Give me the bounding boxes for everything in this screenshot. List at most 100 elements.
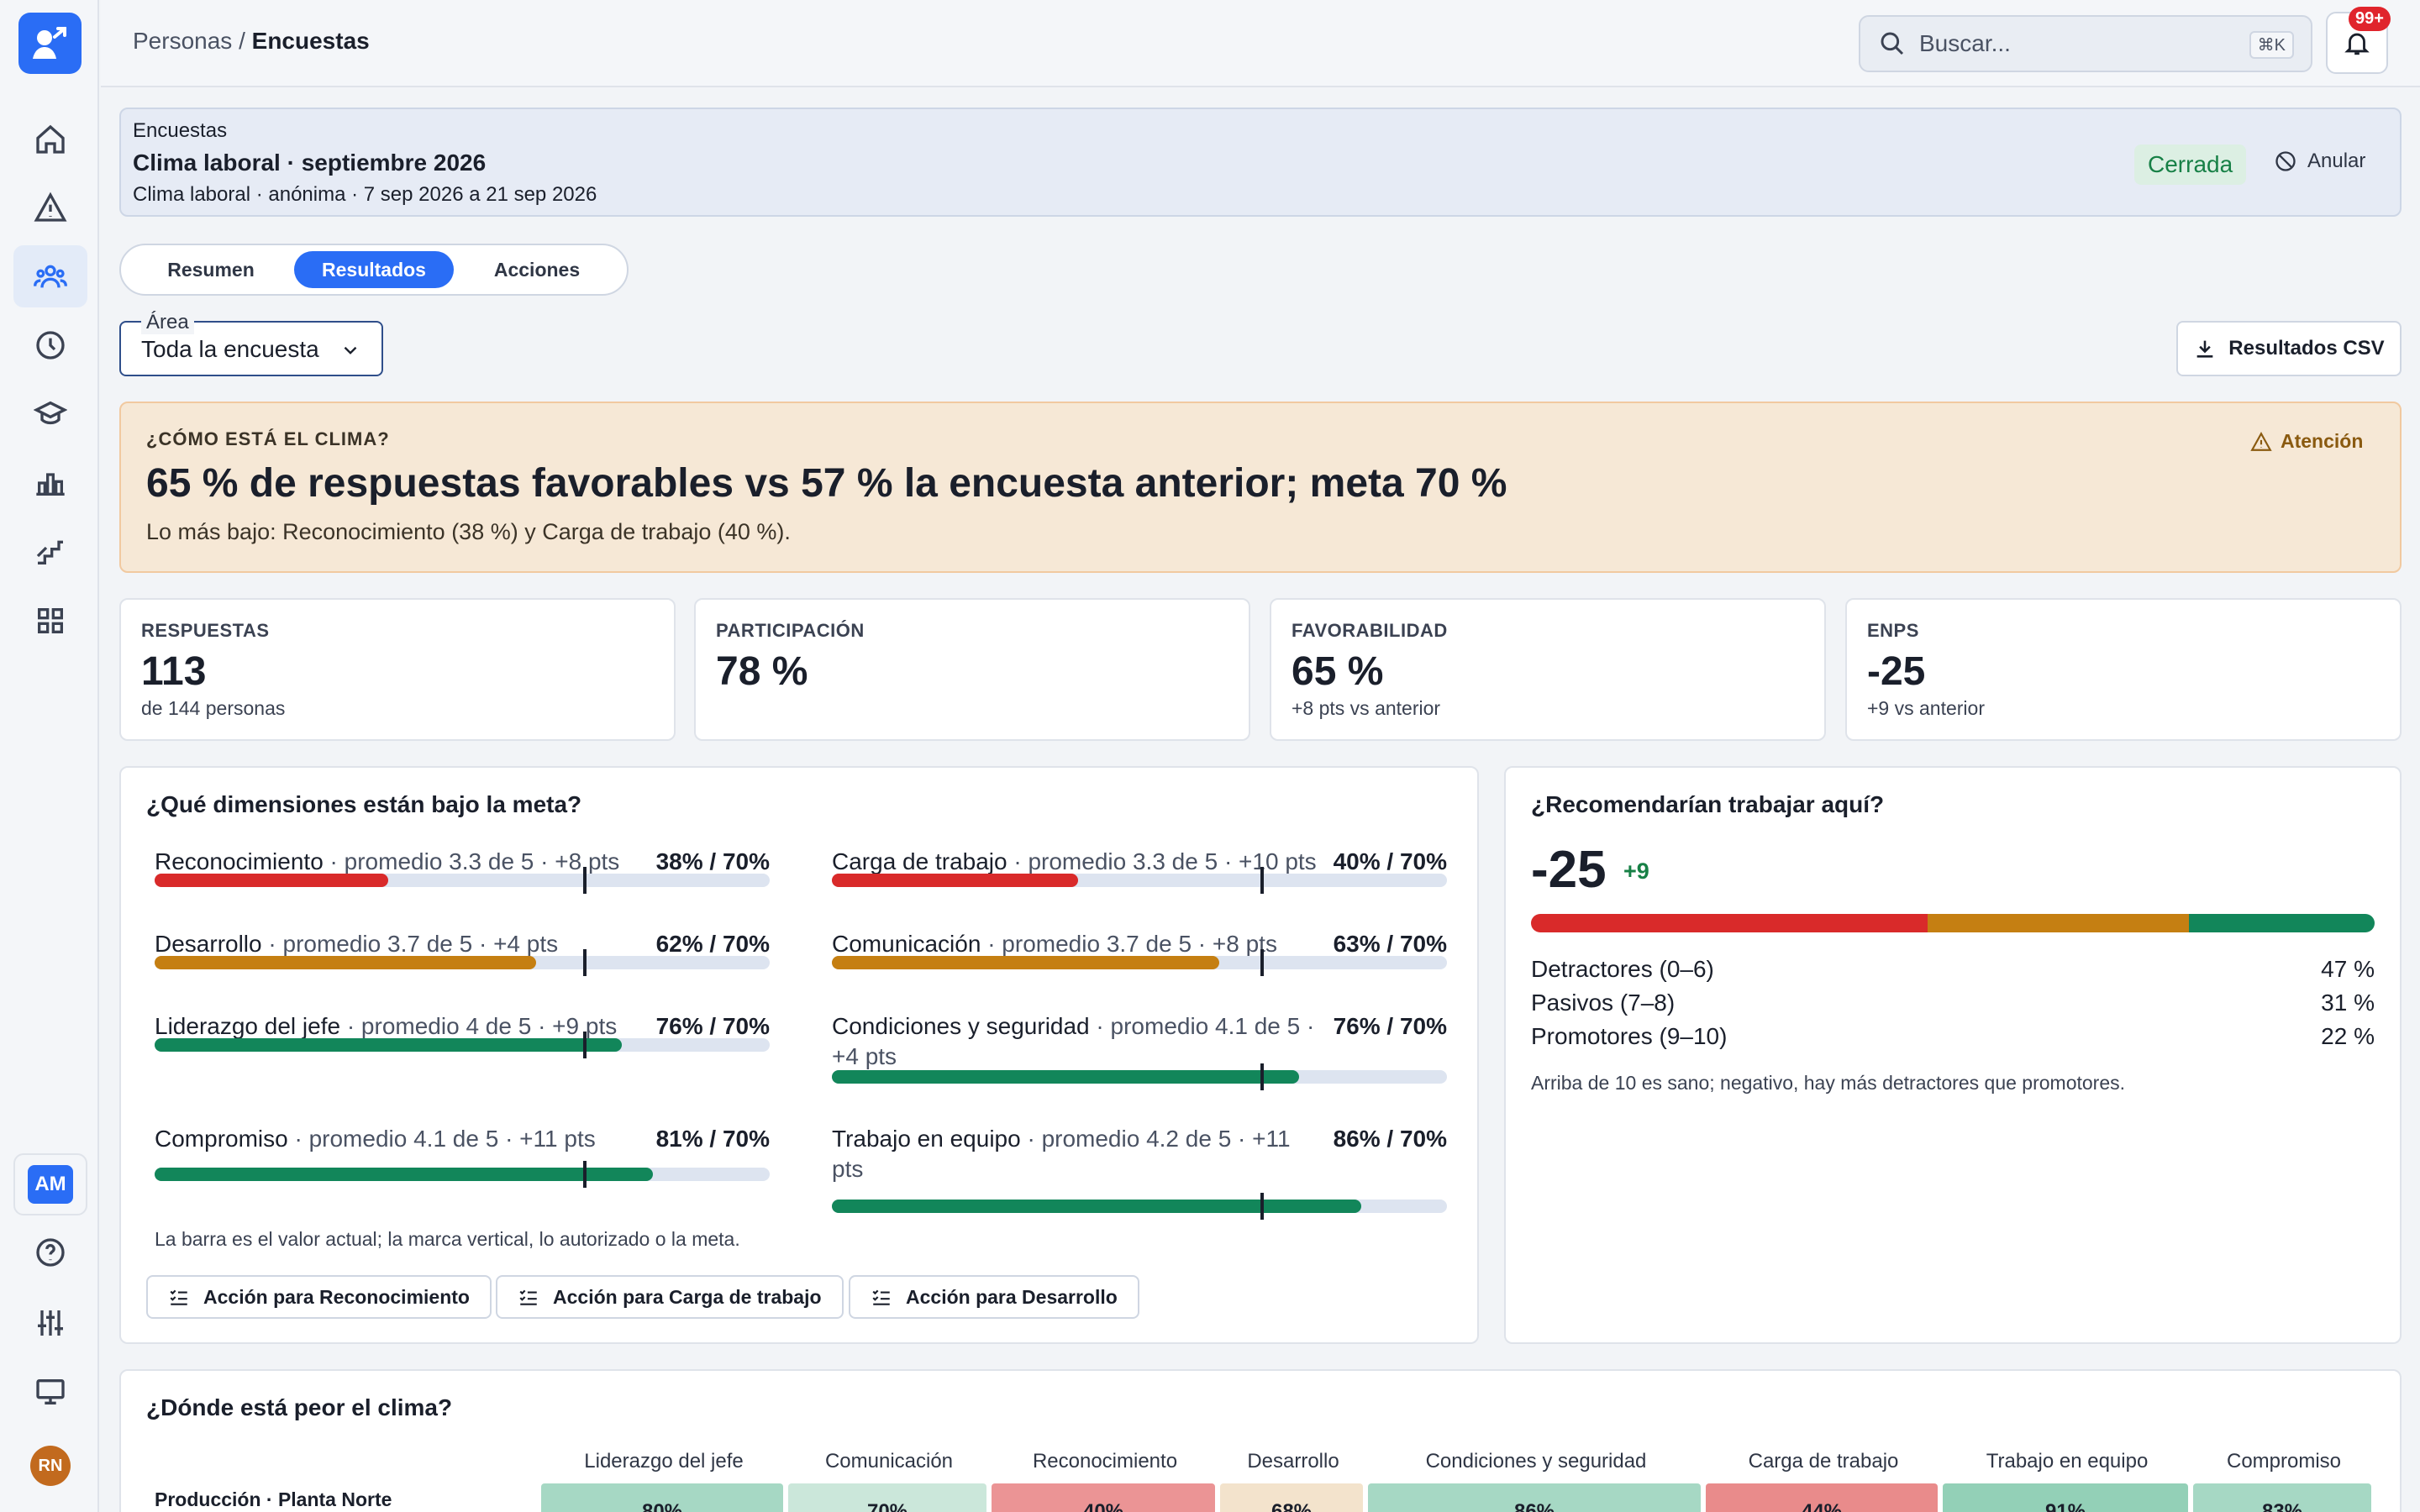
tab-resultados[interactable]: Resultados <box>294 251 454 288</box>
area-select[interactable]: Área Toda la encuesta <box>119 311 383 376</box>
heatmap-cell[interactable]: 44% <box>1706 1483 1938 1512</box>
heatmap-column-header: Carga de trabajo <box>1748 1450 1899 1473</box>
dimensions-note: La barra es el valor actual; la marca ve… <box>155 1228 740 1250</box>
dimension-goal-marker <box>1260 867 1265 894</box>
heatmap-cell[interactable]: 91% <box>1943 1483 2188 1512</box>
enps-row-label: Pasivos (7–8) <box>1531 990 1676 1016</box>
enps-title: ¿Recomendarían trabajar aquí? <box>1531 791 1885 817</box>
dimension-goal-marker <box>1260 949 1265 976</box>
dimension-goal-marker <box>583 1161 587 1188</box>
breadcrumb-current: Encuestas <box>251 28 370 54</box>
kpi-card-enps: ENPS -25 +9 vs anterior <box>1845 598 2402 741</box>
nav-learning-icon[interactable] <box>13 383 87 445</box>
nav-home-icon[interactable] <box>13 108 87 171</box>
dimension-name: Compromiso <box>155 1126 288 1152</box>
heatmap-cell[interactable]: 68% <box>1220 1483 1363 1512</box>
dimension-value: 81% / 70% <box>655 1126 770 1152</box>
dimension-name: Desarrollo <box>155 931 262 957</box>
dimension-value: 40% / 70% <box>1333 848 1447 874</box>
checklist-icon <box>872 1289 890 1305</box>
heatmap-column-header: Compromiso <box>2226 1450 2342 1473</box>
dimension-label: Compromiso · promedio 4.1 de 5 · +11 pts <box>155 1124 642 1154</box>
cancel-survey-button[interactable]: Anular <box>2274 150 2365 173</box>
dimension-detail: · promedio 3.3 de 5 · +8 pts <box>323 848 620 874</box>
kpi-card-participacion: PARTICIPACIÓN 78 % <box>694 598 1250 741</box>
kpi-subtext: de 144 personas <box>141 697 286 719</box>
alert-detail: Lo más bajo: Reconocimiento (38 %) y Car… <box>146 519 791 544</box>
dimension-value: 76% / 70% <box>1333 1013 1447 1039</box>
nav-clock-icon[interactable] <box>13 314 87 376</box>
enps-row-label: Detractores (0–6) <box>1531 956 1714 982</box>
dimension-track <box>155 867 770 894</box>
workspace-switcher[interactable]: AM <box>13 1153 87 1215</box>
heatmap-row-label: Producción · Planta Norte <box>155 1488 392 1510</box>
dimensions-title: ¿Qué dimensiones están bajo la meta? <box>146 791 582 817</box>
heatmap-cell[interactable]: 83% <box>2193 1483 2371 1512</box>
dimension-name: Carga de trabajo <box>832 848 1007 874</box>
checklist-icon <box>170 1289 187 1305</box>
action-label: Acción para Reconocimiento <box>203 1285 470 1308</box>
dimension-value: 76% / 70% <box>655 1013 770 1039</box>
kpi-label: FAVORABILIDAD <box>1292 620 1448 641</box>
action-button-reconocimiento[interactable]: Acción para Reconocimiento <box>146 1275 492 1319</box>
nav-chart-icon[interactable] <box>13 452 87 514</box>
dimension-label: Reconocimiento · promedio 3.3 de 5 · +8 … <box>155 847 642 877</box>
heatmap-title: ¿Dónde está peor el clima? <box>146 1394 453 1420</box>
dimension-fill-bar <box>155 1168 653 1181</box>
enps-panel: ¿Recomendarían trabajar aquí? -25 +9 Det… <box>1504 766 2402 1344</box>
app-logo-icon[interactable] <box>18 13 82 74</box>
kpi-value: 78 % <box>716 649 808 694</box>
dimension-label: Desarrollo · promedio 3.7 de 5 · +4 pts <box>155 929 642 959</box>
action-button-carga[interactable]: Acción para Carga de trabajo <box>496 1275 844 1319</box>
dimension-track <box>832 1193 1447 1220</box>
user-avatar[interactable]: RN <box>30 1446 71 1486</box>
breadcrumb-separator: / <box>239 28 245 54</box>
survey-subtitle: Clima laboral · anónima · 7 sep 2026 a 2… <box>133 183 597 206</box>
dimension-detail: · promedio 3.3 de 5 · +10 pts <box>1007 848 1317 874</box>
dimension-detail: · promedio 4 de 5 · +9 pts <box>340 1013 618 1039</box>
dimension-goal-marker <box>1260 1193 1265 1220</box>
area-select-label: Área <box>141 311 194 334</box>
help-icon[interactable] <box>13 1221 87 1284</box>
search-placeholder: Buscar... <box>1919 30 2011 56</box>
cancel-survey-label: Anular <box>2307 150 2366 172</box>
heatmap-cell[interactable]: 40% <box>992 1483 1215 1512</box>
heatmap-cell[interactable]: 70% <box>788 1483 986 1512</box>
action-button-desarrollo[interactable]: Acción para Desarrollo <box>849 1275 1139 1319</box>
dimension-detail: · promedio 4.2 de 5 · +11 pts <box>832 1126 1291 1182</box>
download-csv-button[interactable]: Resultados CSV <box>2176 321 2402 376</box>
alert-question: ¿CÓMO ESTÁ EL CLIMA? <box>146 428 390 449</box>
survey-title: Clima laboral · septiembre 2026 <box>133 150 487 176</box>
workspace-avatar: AM <box>28 1165 73 1204</box>
survey-header: Encuestas Clima laboral · septiembre 202… <box>119 108 2402 217</box>
tab-acciones[interactable]: Acciones <box>493 258 581 281</box>
heatmap-cell[interactable]: 86% <box>1368 1483 1701 1512</box>
monitor-icon[interactable] <box>13 1361 87 1423</box>
dimension-detail: · promedio 4.1 de 5 · +4 pts <box>832 1013 1315 1069</box>
heatmap-column-header: Desarrollo <box>1247 1450 1339 1473</box>
tab-resumen[interactable]: Resumen <box>167 258 255 281</box>
heatmap-column-header: Trabajo en equipo <box>1986 1450 2149 1473</box>
nav-career-icon[interactable] <box>13 521 87 583</box>
nav-people-icon[interactable] <box>13 245 87 307</box>
settings-sliders-icon[interactable] <box>13 1292 87 1354</box>
kpi-label: RESPUESTAS <box>141 620 270 641</box>
dimension-label: Trabajo en equipo · promedio 4.2 de 5 · … <box>832 1124 1319 1184</box>
kpi-card-favorabilidad: FAVORABILIDAD 65 % +8 pts vs anterior <box>1270 598 1826 741</box>
heatmap-column-header: Liderazgo del jefe <box>584 1450 744 1473</box>
nav-apps-icon[interactable] <box>13 590 87 652</box>
dimension-name: Comunicación <box>832 931 981 957</box>
breadcrumb-parent[interactable]: Personas <box>133 28 233 54</box>
heatmap-cell[interactable]: 80% <box>541 1483 783 1512</box>
ban-icon <box>2275 151 2296 171</box>
kpi-value: -25 <box>1867 649 1926 694</box>
download-csv-label: Resultados CSV <box>2228 337 2385 360</box>
search-input[interactable]: Buscar... ⌘K <box>1859 15 2312 72</box>
dimension-fill-bar <box>155 874 389 887</box>
dimension-goal-marker <box>583 949 587 976</box>
enps-row-value: 31 % <box>2321 990 2375 1016</box>
nav-alerts-icon[interactable] <box>13 176 87 239</box>
action-label: Acción para Carga de trabajo <box>553 1285 822 1308</box>
kpi-value: 113 <box>141 649 207 694</box>
dimension-track <box>155 1161 770 1188</box>
